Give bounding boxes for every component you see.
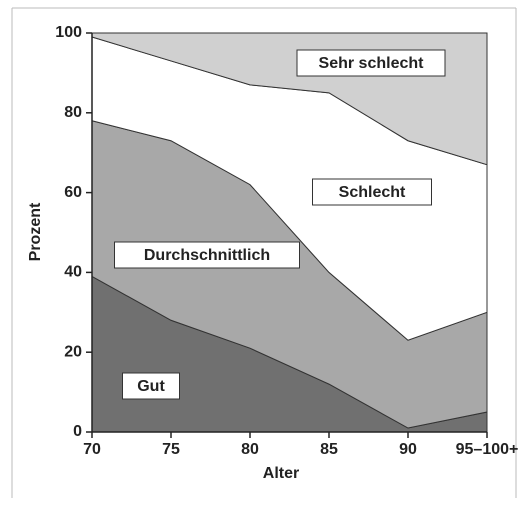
label-box	[296, 49, 446, 77]
y-tick-label: 0	[73, 423, 82, 440]
series-label: Durchschnittlich	[144, 247, 270, 264]
x-tick-label: 85	[320, 441, 338, 458]
series-label: Gut	[137, 378, 165, 395]
plot-area	[91, 32, 488, 433]
x-tick-label: 95–100+	[456, 441, 519, 458]
label-box	[312, 178, 432, 206]
series-label: Sehr schlecht	[319, 55, 425, 72]
series-label: Schlecht	[339, 184, 406, 201]
label-box	[114, 241, 300, 269]
y-tick-label: 100	[55, 24, 82, 41]
y-tick-label: 60	[64, 184, 82, 201]
y-tick-label: 80	[64, 104, 82, 121]
y-axis-label: Prozent	[27, 202, 44, 261]
x-tick-label: 70	[83, 441, 101, 458]
x-tick-label: 75	[162, 441, 180, 458]
y-tick-label: 40	[64, 264, 82, 281]
label-box	[122, 372, 180, 400]
x-tick-label: 80	[241, 441, 259, 458]
y-tick-label: 20	[64, 343, 82, 360]
x-tick-label: 90	[399, 441, 417, 458]
x-axis-label: Alter	[263, 465, 299, 482]
